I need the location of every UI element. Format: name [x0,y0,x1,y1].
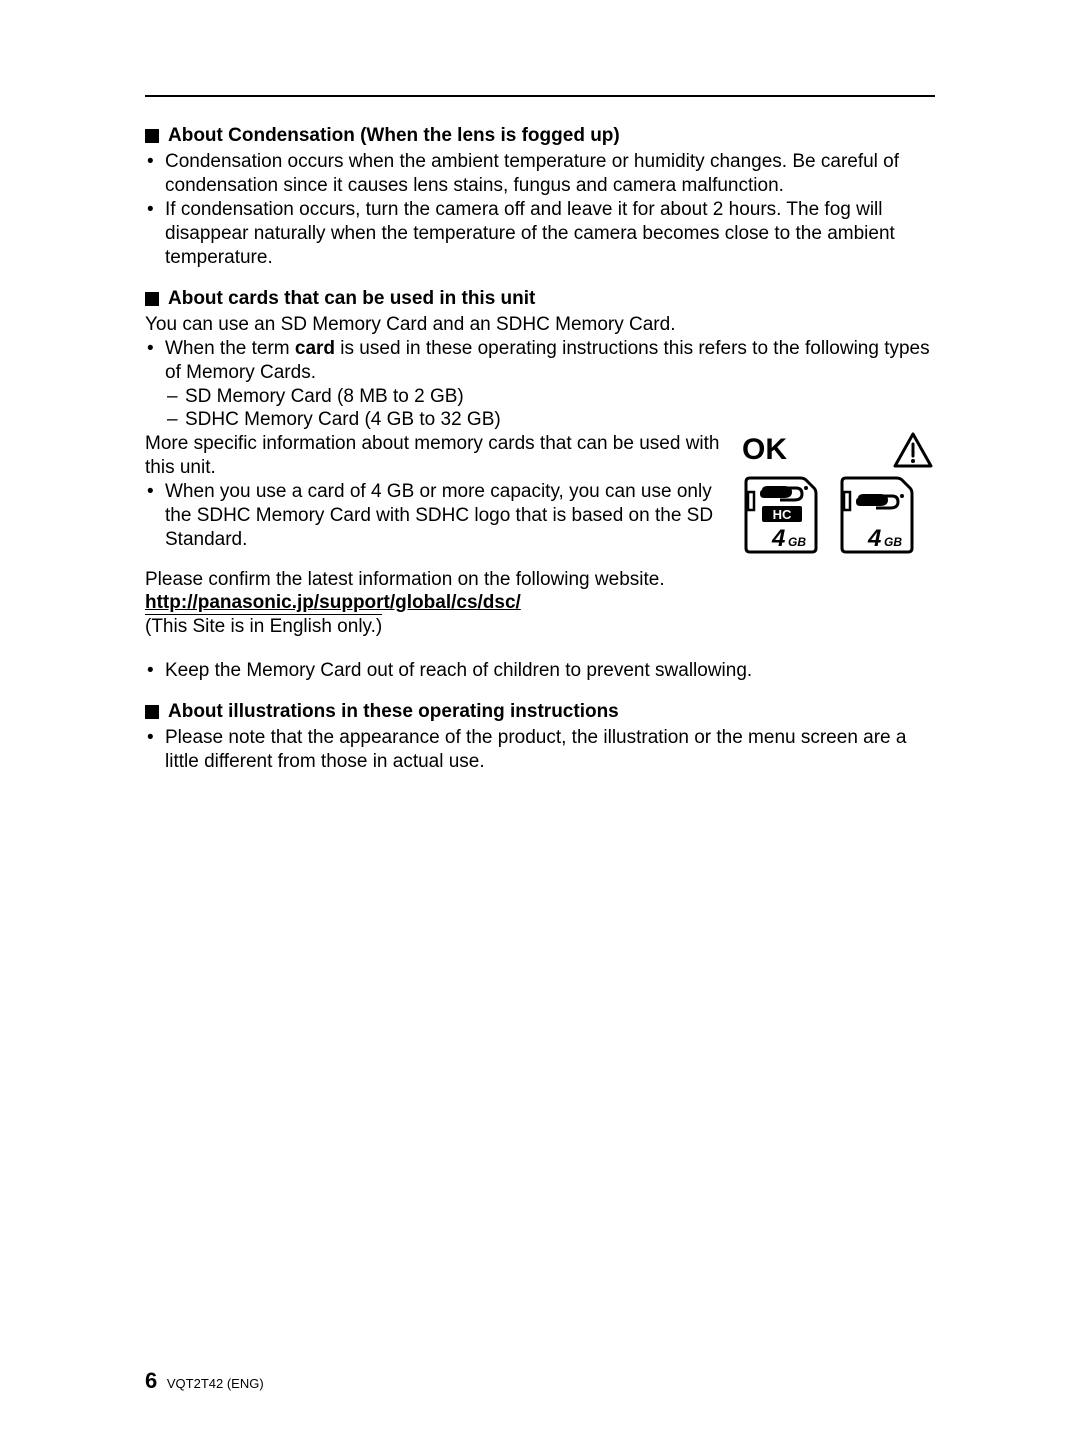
square-bullet-icon [145,129,159,143]
capacity-suffix: GB [788,535,806,549]
heading-cards: About cards that can be used in this uni… [145,288,935,310]
page-footer: 6 VQT2T42 (ENG) [145,1368,264,1394]
cards-bullet-list-2: When you use a card of 4 GB or more capa… [145,480,724,552]
spacer [145,556,935,568]
heading-text: About cards that can be used in this uni… [168,288,535,310]
square-bullet-icon [145,705,159,719]
website-url[interactable]: http://panasonic.jp/support/global/cs/ds… [145,592,521,614]
list-item: SD Memory Card (8 MB to 2 GB) [167,385,935,409]
svg-text:4: 4 [867,525,881,552]
figure-header: OK [740,432,935,468]
capacity-number: 4 [771,525,785,552]
heading-condensation: About Condensation (When the lens is fog… [145,125,935,147]
heading-illustrations: About illustrations in these operating i… [145,701,935,723]
website-note: (This Site is in English only.) [145,614,382,639]
list-item: Please note that the appearance of the p… [145,726,935,774]
heading-text: About Condensation (When the lens is fog… [168,125,620,147]
square-bullet-icon [145,292,159,306]
list-item: When you use a card of 4 GB or more capa… [145,480,724,552]
illustrations-list: Please note that the appearance of the p… [145,726,935,774]
list-item: Condensation occurs when the ambient tem… [145,150,935,198]
warning-icon [893,432,933,468]
svg-text:HC: HC [773,507,792,522]
ok-label: OK [742,433,787,467]
sdhc-card-icon: HC 4 GB [740,474,818,556]
list-item: SDHC Memory Card (4 GB to 32 GB) [167,408,935,432]
section-cards: About cards that can be used in this uni… [145,288,935,684]
doc-code: VQT2T42 (ENG) [167,1376,264,1391]
website-line: Please confirm the latest information on… [145,568,935,592]
spacer [145,639,935,659]
text-fragment: When the term [165,338,295,359]
condensation-list: Condensation occurs when the ambient tem… [145,150,935,270]
cards-text-column: More specific information about memory c… [145,432,724,552]
list-item: When the term card is used in these oper… [145,337,935,385]
memory-card-types-list: SD Memory Card (8 MB to 2 GB) SDHC Memor… [167,385,935,433]
section-condensation: About Condensation (When the lens is fog… [145,125,935,270]
more-info-text: More specific information about memory c… [145,432,724,480]
page-number: 6 [145,1368,157,1393]
keep-out-list: Keep the Memory Card out of reach of chi… [145,659,935,683]
website-url-block: http://panasonic.jp/support/global/cs/ds… [145,592,935,639]
sd-card-figure: OK [740,432,935,556]
sd-card-icon: 4 GB [836,474,914,556]
cards-intro: You can use an SD Memory Card and an SDH… [145,313,935,337]
cards-row-with-figure: More specific information about memory c… [145,432,935,556]
heading-text: About illustrations in these operating i… [168,701,619,723]
top-rule [145,95,935,97]
cards-bullet-list-1: When the term card is used in these oper… [145,337,935,385]
sd-cards-row: HC 4 GB [740,474,935,556]
section-illustrations: About illustrations in these operating i… [145,701,935,774]
list-item: Keep the Memory Card out of reach of chi… [145,659,935,683]
list-item: If condensation occurs, turn the camera … [145,198,935,270]
svg-text:GB: GB [884,535,902,549]
document-page: About Condensation (When the lens is fog… [0,0,1080,1449]
text-bold-card: card [295,338,335,359]
